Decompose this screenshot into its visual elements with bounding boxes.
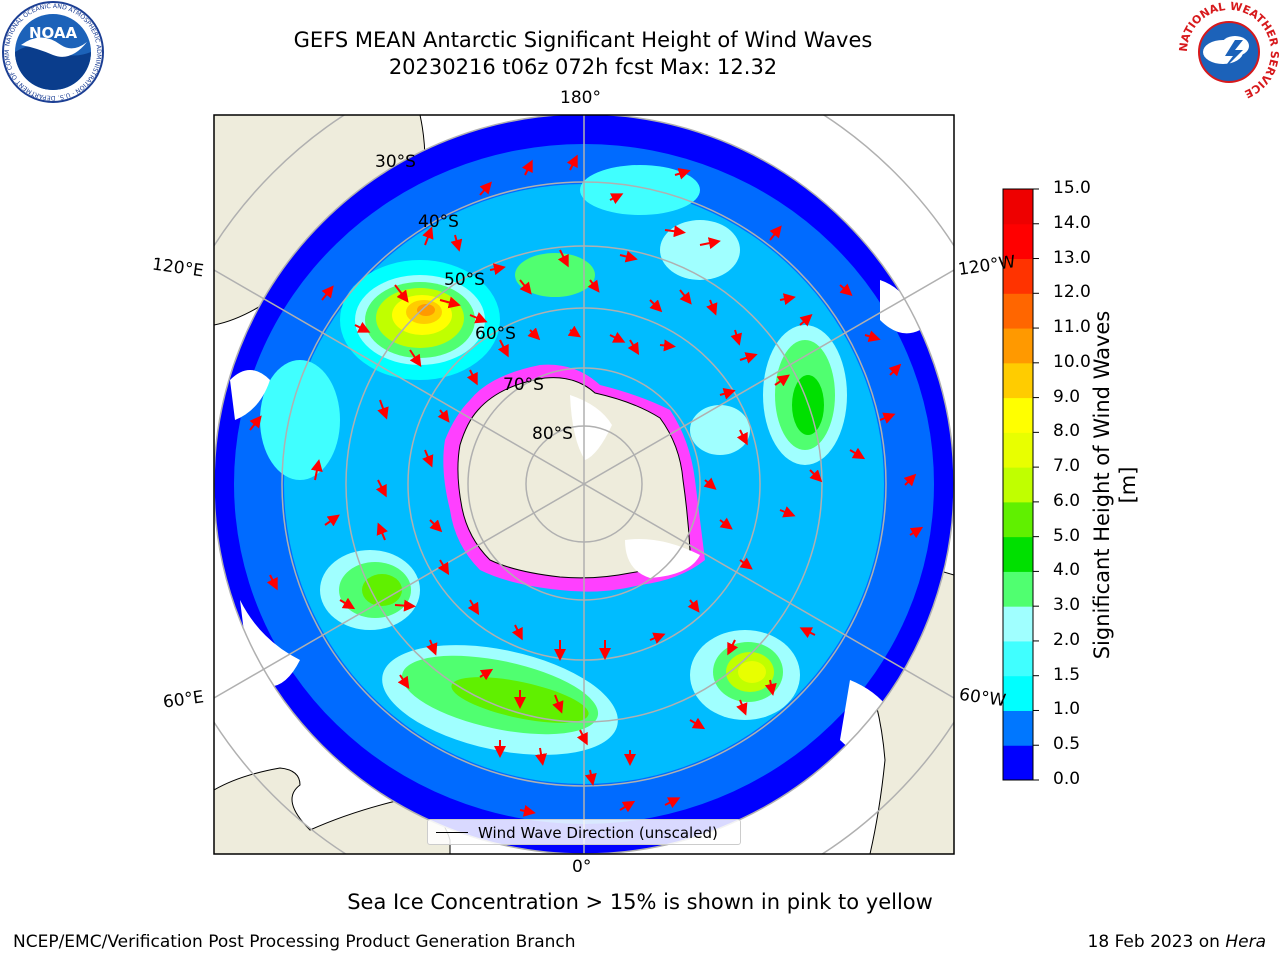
- colorbar-tick-label: 6.0: [1053, 490, 1081, 511]
- colorbar-tick-label: 0.0: [1053, 769, 1081, 789]
- latitude-label-60s: 60°S: [475, 324, 516, 344]
- colorbar-band: [1003, 258, 1033, 294]
- colorbar-band: [1003, 606, 1033, 642]
- latitude-label-30s: 30°S: [375, 152, 416, 172]
- latitude-label-80s: 80°S: [532, 424, 573, 444]
- latitude-label-50s: 50°S: [444, 270, 485, 290]
- legend-label: Wind Wave Direction (unscaled): [478, 824, 718, 842]
- colorbar-tick-label: 1.5: [1053, 664, 1081, 685]
- map-legend: Wind Wave Direction (unscaled): [427, 819, 741, 845]
- colorbar-band: [1003, 223, 1033, 260]
- graticule: [214, 115, 954, 854]
- colorbar-tick-label: 4.0: [1053, 560, 1081, 581]
- colorbar-band: [1003, 501, 1033, 538]
- footer-machine: Hera: [1225, 932, 1266, 952]
- latitude-label-70s: 70°S: [503, 375, 544, 395]
- svg-text:NOAA: NOAA: [29, 24, 78, 42]
- latitude-label-40s: 40°S: [418, 212, 459, 232]
- colorbar-tick-label: 15.0: [1053, 178, 1091, 198]
- colorbar-band: [1003, 362, 1033, 399]
- footer-credit: NCEP/EMC/Verification Post Processing Pr…: [13, 932, 576, 952]
- colorbar-band: [1003, 432, 1033, 468]
- colorbar-tick-label: 14.0: [1053, 212, 1091, 233]
- colorbar-band: [1003, 397, 1033, 433]
- footer-date: 18 Feb 2023 on Hera: [1088, 932, 1266, 952]
- colorbar-band: [1003, 189, 1033, 225]
- colorbar-band: [1003, 675, 1033, 711]
- nws-logo: NATIONAL WEATHER SERVICE: [1177, 0, 1280, 102]
- colorbar-label: Significant Height of Wind Waves [m]: [1090, 310, 1140, 660]
- ross-ice: [570, 395, 612, 460]
- map-subtitle: 20230216 t06z 072h fcst Max: 12.32: [388, 55, 778, 79]
- footer-date-text: 18 Feb 2023 on: [1087, 932, 1220, 952]
- colorbar-tick-label: 2.0: [1053, 629, 1081, 650]
- wave-direction-arrows: [249, 154, 924, 817]
- colorbar-band: [1003, 571, 1033, 607]
- colorbar-tick-label: 12.0: [1053, 282, 1091, 303]
- colorbar-band: [1003, 293, 1033, 329]
- colorbar-tick-label: 10.0: [1053, 351, 1091, 372]
- colorbar-tick-label: 13.0: [1053, 247, 1091, 268]
- colorbar-band: [1003, 467, 1033, 503]
- map-title: GEFS MEAN Antarctic Significant Height o…: [293, 28, 873, 52]
- meridian-label-bottom: 0°: [572, 857, 592, 877]
- colorbar-tick-label: 5.0: [1053, 525, 1081, 546]
- colorbar: [1002, 188, 1039, 781]
- colorbar-tick-label: 8.0: [1053, 421, 1081, 442]
- noaa-logo: NATIONAL OCEANIC AND ATMOSPHERIC ADMINIS…: [1, 0, 104, 103]
- legend-line-sample: [436, 832, 468, 833]
- colorbar-band: [1003, 745, 1033, 781]
- colorbar-tick-label: 1.0: [1053, 699, 1081, 720]
- colorbar-frame: [1002, 188, 1034, 781]
- colorbar-band: [1003, 536, 1033, 572]
- meridian-label-top: 180°: [560, 88, 601, 108]
- colorbar-band: [1003, 328, 1033, 364]
- colorbar-tick-label: 3.0: [1053, 595, 1081, 616]
- sea-ice-note: Sea Ice Concentration > 15% is shown in …: [347, 890, 933, 914]
- colorbar-tick-label: 9.0: [1053, 386, 1081, 407]
- colorbar-tick-label: 11.0: [1053, 317, 1091, 338]
- colorbar-tick-label: 7.0: [1053, 456, 1081, 477]
- colorbar-band: [1003, 640, 1033, 677]
- weddell-ice: [625, 539, 700, 578]
- colorbar-tick-label: 0.5: [1053, 734, 1081, 755]
- colorbar-band: [1003, 710, 1033, 746]
